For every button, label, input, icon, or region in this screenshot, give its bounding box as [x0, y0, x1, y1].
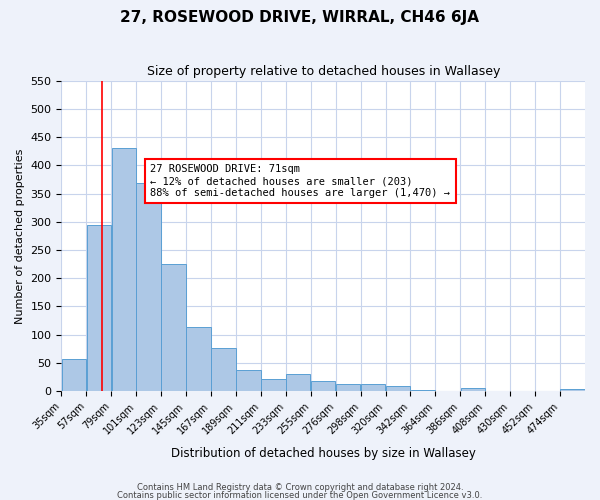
Bar	[411, 390, 435, 391]
Bar	[311, 381, 335, 391]
Bar	[286, 374, 310, 391]
Text: Contains HM Land Registry data © Crown copyright and database right 2024.: Contains HM Land Registry data © Crown c…	[137, 483, 463, 492]
Bar	[62, 359, 86, 391]
Bar	[112, 148, 136, 391]
Bar	[461, 388, 485, 391]
Text: 27 ROSEWOOD DRIVE: 71sqm
← 12% of detached houses are smaller (203)
88% of semi-: 27 ROSEWOOD DRIVE: 71sqm ← 12% of detach…	[151, 164, 451, 198]
Y-axis label: Number of detached properties: Number of detached properties	[15, 148, 25, 324]
Bar	[161, 264, 186, 391]
Bar	[86, 224, 111, 391]
Text: Contains public sector information licensed under the Open Government Licence v3: Contains public sector information licen…	[118, 490, 482, 500]
Bar	[560, 390, 585, 391]
Bar	[136, 184, 161, 391]
Text: 27, ROSEWOOD DRIVE, WIRRAL, CH46 6JA: 27, ROSEWOOD DRIVE, WIRRAL, CH46 6JA	[121, 10, 479, 25]
Bar	[386, 386, 410, 391]
Bar	[236, 370, 260, 391]
Bar	[211, 348, 236, 391]
Title: Size of property relative to detached houses in Wallasey: Size of property relative to detached ho…	[146, 65, 500, 78]
Bar	[187, 328, 211, 391]
X-axis label: Distribution of detached houses by size in Wallasey: Distribution of detached houses by size …	[171, 447, 476, 460]
Bar	[261, 378, 286, 391]
Bar	[361, 384, 385, 391]
Bar	[336, 384, 361, 391]
